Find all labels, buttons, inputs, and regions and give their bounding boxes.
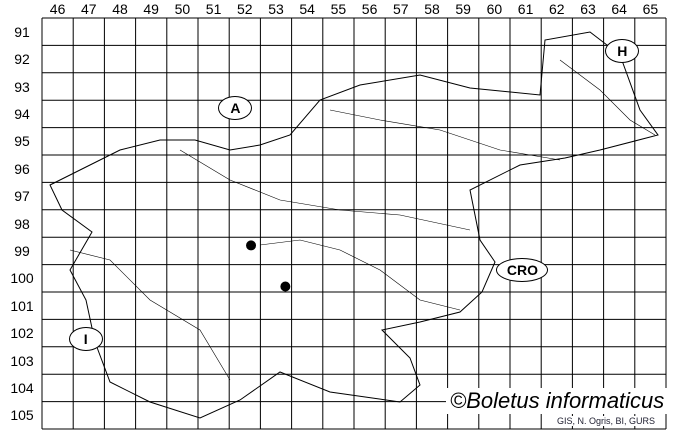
river-line — [329, 109, 561, 161]
river-line — [179, 149, 471, 231]
row-label: 100 — [10, 270, 34, 287]
river-line — [559, 59, 656, 136]
column-label: 63 — [580, 1, 596, 17]
country-label-cro: CRO — [496, 258, 549, 283]
row-label: 96 — [14, 160, 30, 177]
row-label: 104 — [10, 379, 34, 396]
row-label: 91 — [14, 23, 30, 40]
column-label: 58 — [424, 1, 440, 17]
column-label: 61 — [517, 1, 534, 17]
copyright-text: ©Boletus informaticus — [446, 388, 669, 414]
row-label: 98 — [14, 215, 30, 232]
country-label-a: A — [218, 96, 253, 121]
row-label: 97 — [14, 188, 30, 205]
column-label: 60 — [486, 1, 503, 17]
column-label: 59 — [455, 1, 471, 17]
column-label: 53 — [268, 1, 284, 17]
column-label: 56 — [361, 1, 378, 17]
column-label: 49 — [143, 1, 159, 17]
row-label: 101 — [10, 297, 34, 314]
river-line — [69, 249, 231, 381]
row-label: 103 — [10, 352, 34, 369]
row-label: 102 — [10, 325, 34, 342]
record-dot — [246, 240, 257, 251]
column-label: 50 — [174, 1, 191, 17]
row-label: 92 — [14, 51, 30, 68]
column-label: 65 — [642, 1, 659, 17]
column-label: 54 — [299, 1, 315, 17]
row-label: 93 — [14, 78, 30, 95]
column-label: 52 — [237, 1, 253, 17]
record-dot — [280, 281, 291, 292]
row-label: 99 — [14, 242, 30, 259]
country-label-h: H — [605, 38, 640, 63]
country-label-i: I — [68, 326, 103, 351]
river-line — [259, 239, 461, 311]
column-label: 48 — [112, 1, 128, 17]
column-label: 62 — [549, 1, 565, 17]
row-label: 94 — [14, 105, 30, 122]
source-text: GIS, N. Ogris, BI, GURS — [555, 416, 658, 426]
row-label: 95 — [14, 133, 30, 150]
column-label: 64 — [611, 1, 627, 17]
column-label: 47 — [81, 1, 97, 17]
column-label: 46 — [49, 1, 66, 17]
column-label: 57 — [393, 1, 409, 17]
column-label: 55 — [330, 1, 347, 17]
row-label: 105 — [10, 407, 34, 424]
column-label: 51 — [205, 1, 222, 17]
